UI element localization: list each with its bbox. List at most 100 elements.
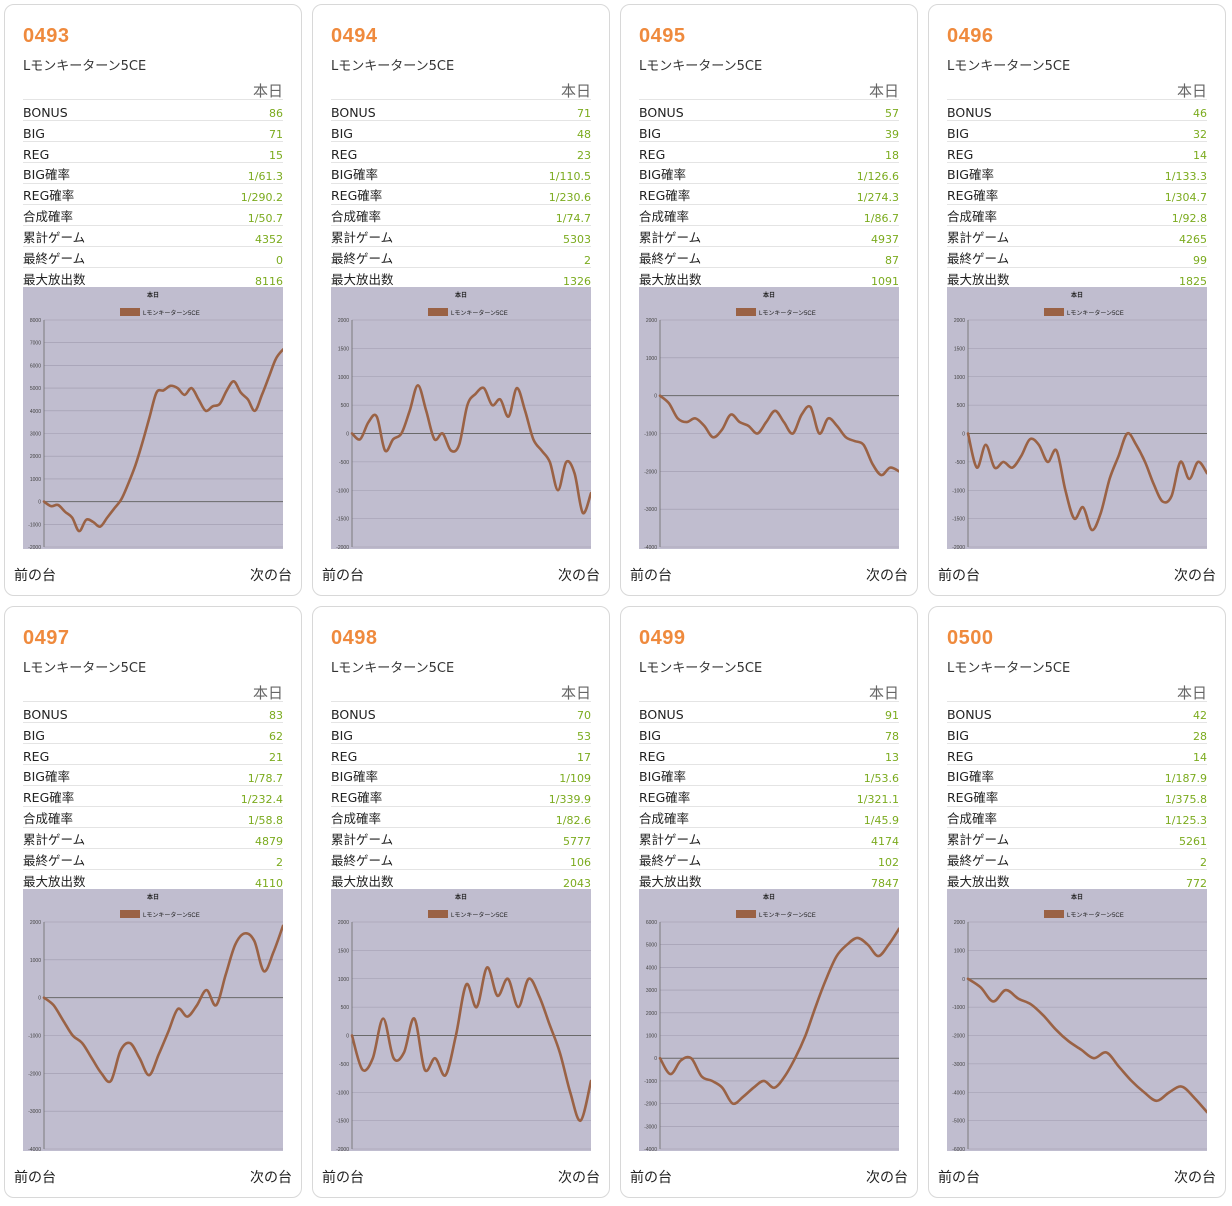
legend-label: Lモンキーターン5CE	[143, 911, 200, 919]
y-tick-label: 1000	[954, 948, 965, 954]
y-tick-label: 0	[346, 1034, 349, 1040]
prev-machine-link[interactable]: 前の台	[630, 568, 672, 584]
y-tick-label: 2000	[646, 1011, 657, 1017]
y-tick-label: -4000	[644, 1147, 657, 1151]
machine-card[interactable]: 0498 Lモンキーターン5CE 本日 BONUS 70 BIG 53 REG 17 BIG確率 1…	[312, 606, 610, 1198]
machine-number[interactable]: 0498	[331, 627, 378, 649]
stat-label: 合成確率	[23, 806, 179, 828]
prev-machine-link[interactable]: 前の台	[14, 568, 56, 584]
stat-label: REG確率	[947, 785, 1103, 807]
stat-row: 最終ゲーム 2	[947, 848, 1207, 870]
prev-machine-link[interactable]: 前の台	[322, 1170, 364, 1186]
machine-card[interactable]: 0500 Lモンキーターン5CE 本日 BONUS 42 BIG 28 REG 14 BIG確率 1…	[928, 606, 1226, 1198]
stat-label: BONUS	[23, 701, 179, 723]
next-machine-link[interactable]: 次の台	[1174, 568, 1216, 584]
prev-machine-link[interactable]: 前の台	[938, 1170, 980, 1186]
y-tick-label: -1000	[952, 488, 965, 494]
machine-card[interactable]: 0495 Lモンキーターン5CE 本日 BONUS 57 BIG 39 REG 18 BIG確率 1…	[620, 4, 918, 596]
stat-value: 2	[178, 848, 283, 870]
stat-value: 1/126.6	[794, 162, 899, 184]
machine-number[interactable]: 0500	[947, 627, 994, 649]
y-tick-label: -2000	[336, 545, 349, 549]
stat-label: 累計ゲーム	[23, 827, 179, 849]
prev-machine-link[interactable]: 前の台	[322, 568, 364, 584]
stat-label: 累計ゲーム	[947, 225, 1103, 247]
stat-value: 4265	[1102, 225, 1207, 247]
stat-row: 最大放出数 772	[947, 869, 1207, 890]
y-tick-label: 0	[962, 432, 965, 438]
today-header: 本日	[1176, 684, 1207, 702]
machine-card[interactable]: 0499 Lモンキーターン5CE 本日 BONUS 91 BIG 78 REG 13 BIG確率 1…	[620, 606, 918, 1198]
machine-card[interactable]: 0496 Lモンキーターン5CE 本日 BONUS 46 BIG 32 REG 14 BIG確率 1…	[928, 4, 1226, 596]
next-machine-link[interactable]: 次の台	[250, 1170, 292, 1186]
y-tick-label: 8000	[30, 318, 41, 324]
chart-background	[331, 287, 591, 549]
stat-row: 合成確率 1/58.8	[23, 806, 283, 828]
prev-machine-link[interactable]: 前の台	[14, 1170, 56, 1186]
stat-label: BONUS	[23, 99, 179, 121]
y-tick-label: -2000	[28, 1071, 41, 1077]
slump-chart: 本日 Lモンキーターン5CE -4000 -3000 -2000 -1000 0 1000 20…	[639, 287, 899, 549]
machine-number[interactable]: 0493	[23, 25, 70, 47]
stat-label: 合成確率	[23, 204, 179, 226]
stat-label: 最終ゲーム	[639, 246, 795, 268]
y-tick-label: -1000	[28, 1034, 41, 1040]
stat-value: 1/232.4	[178, 785, 283, 807]
prev-machine-link[interactable]: 前の台	[938, 568, 980, 584]
machine-number[interactable]: 0497	[23, 627, 70, 649]
y-tick-label: -3000	[28, 1109, 41, 1115]
machine-number[interactable]: 0499	[639, 627, 686, 649]
stat-label: 合成確率	[947, 806, 1103, 828]
stat-value: 1/92.8	[1102, 204, 1207, 226]
y-tick-label: 3000	[30, 432, 41, 438]
stat-label: BIG確率	[639, 162, 795, 184]
machine-card[interactable]: 0497 Lモンキーターン5CE 本日 BONUS 83 BIG 62 REG 21 BIG確率 1…	[4, 606, 302, 1198]
today-header: 本日	[252, 684, 283, 702]
next-machine-link[interactable]: 次の台	[866, 568, 908, 584]
legend-swatch	[736, 910, 756, 918]
y-tick-label: -2000	[28, 545, 41, 549]
next-machine-link[interactable]: 次の台	[558, 568, 600, 584]
next-machine-link[interactable]: 次の台	[558, 1170, 600, 1186]
stat-value: 1/110.5	[486, 162, 591, 184]
stat-value: 1/109	[486, 764, 591, 786]
today-header: 本日	[868, 82, 899, 100]
stat-row: BIG 71	[23, 120, 283, 142]
stat-value: 1/187.9	[1102, 764, 1207, 786]
stat-value: 15	[178, 141, 283, 163]
stat-label: 最大放出数	[639, 267, 795, 288]
stat-label: 最終ゲーム	[23, 246, 179, 268]
machine-card[interactable]: 0493 Lモンキーターン5CE 本日 BONUS 86 BIG 71 REG 15 BIG確率 1…	[4, 4, 302, 596]
stat-value: 1/58.8	[178, 806, 283, 828]
y-tick-label: 0	[962, 977, 965, 983]
stat-value: 86	[178, 99, 283, 121]
prev-machine-link[interactable]: 前の台	[630, 1170, 672, 1186]
machine-model: Lモンキーターン5CE	[331, 661, 455, 676]
stat-row: REG確率 1/321.1	[639, 785, 899, 807]
stat-value: 71	[178, 120, 283, 142]
machine-card[interactable]: 0494 Lモンキーターン5CE 本日 BONUS 71 BIG 48 REG 23 BIG確率 1…	[312, 4, 610, 596]
stats-table: BONUS 57 BIG 39 REG 18 BIG確率 1/126.6 REG確率 1/274.…	[639, 99, 899, 288]
stat-label: 累計ゲーム	[331, 827, 487, 849]
chart-title: 本日	[455, 893, 467, 901]
stat-row: 合成確率 1/45.9	[639, 806, 899, 828]
stat-label: 最大放出数	[331, 869, 487, 890]
y-tick-label: 1000	[646, 356, 657, 362]
series-line	[42, 924, 283, 1084]
next-machine-link[interactable]: 次の台	[866, 1170, 908, 1186]
stat-row: 最終ゲーム 106	[331, 848, 591, 870]
y-tick-label: 5000	[646, 943, 657, 949]
machine-number[interactable]: 0494	[331, 25, 378, 47]
stat-row: BONUS 86	[23, 99, 283, 121]
next-machine-link[interactable]: 次の台	[250, 568, 292, 584]
machine-number[interactable]: 0496	[947, 25, 994, 47]
stat-value: 39	[794, 120, 899, 142]
stat-label: REG確率	[331, 785, 487, 807]
stat-label: 最大放出数	[947, 267, 1103, 288]
stat-value: 2043	[486, 869, 591, 890]
y-tick-label: 1500	[338, 948, 349, 954]
stat-value: 1825	[1102, 267, 1207, 288]
machine-number[interactable]: 0495	[639, 25, 686, 47]
stat-row: REG確率 1/339.9	[331, 785, 591, 807]
next-machine-link[interactable]: 次の台	[1174, 1170, 1216, 1186]
